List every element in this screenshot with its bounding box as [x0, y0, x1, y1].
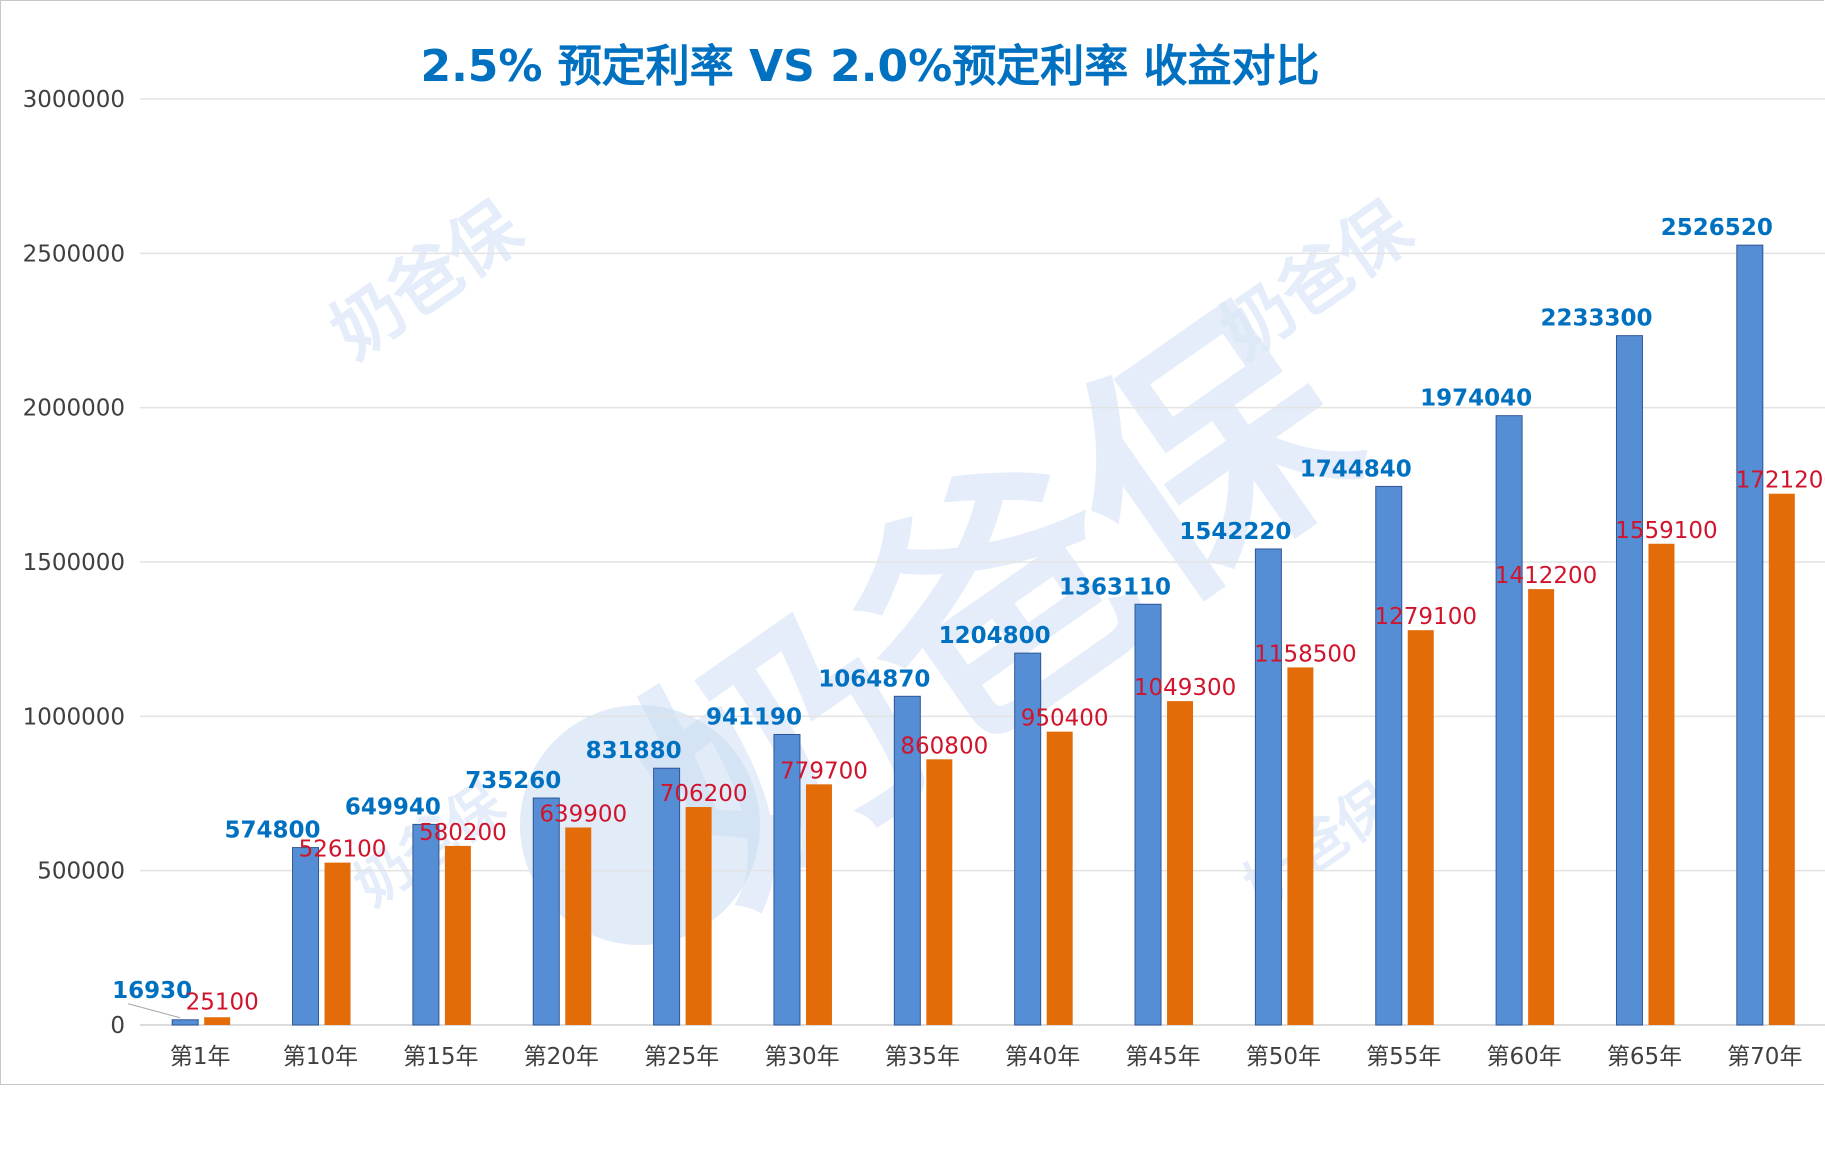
y-tick-label: 1000000 [23, 704, 125, 730]
data-label-2.5pct: 941190 [706, 704, 802, 730]
data-label-2.5pct: 1542220 [1179, 519, 1291, 545]
bar-2.0pct [565, 827, 592, 1025]
x-tick-label: 第45年 [1125, 1044, 1200, 1070]
x-tick-label: 第10年 [283, 1044, 358, 1070]
data-label-2.0pct: 1412200 [1495, 563, 1597, 589]
x-tick-label: 第30年 [764, 1044, 839, 1070]
bar-2.0pct [1648, 543, 1675, 1025]
data-label-2.0pct: 779700 [780, 758, 868, 784]
x-tick-label: 第15年 [403, 1044, 478, 1070]
bar-2.5pct [653, 767, 681, 1026]
data-label-2.5pct: 1363110 [1059, 574, 1171, 600]
data-label-2.0pct: 860800 [900, 733, 988, 759]
data-label-2.0pct: 580200 [419, 820, 507, 846]
bar-2.0pct [324, 862, 351, 1025]
bar-2.0pct [1046, 731, 1073, 1025]
data-label-2.0pct: 25100 [186, 989, 259, 1015]
data-label-2.5pct: 574800 [225, 818, 321, 844]
chart-frame [0, 0, 1824, 1085]
bar-2.0pct [1768, 493, 1795, 1026]
data-label-2.5pct: 1974040 [1420, 386, 1532, 412]
data-label-2.5pct: 2233300 [1540, 306, 1652, 332]
data-label-2.0pct: 526100 [299, 837, 387, 863]
bar-2.5pct [292, 847, 320, 1026]
x-tick-label: 第60年 [1486, 1044, 1561, 1070]
data-label-2.5pct: 1064870 [818, 666, 930, 692]
bar-2.5pct [171, 1019, 199, 1026]
chart-title: 2.5% 预定利率 VS 2.0%预定利率 收益对比 [420, 41, 1320, 92]
data-label-2.0pct: 706200 [660, 781, 748, 807]
bar-2.5pct [1014, 652, 1042, 1026]
data-label-2.5pct: 735260 [465, 768, 561, 794]
data-label-2.0pct: 1279100 [1375, 604, 1477, 630]
bar-2.5pct [1254, 548, 1282, 1026]
data-label-2.0pct: 639900 [539, 801, 627, 827]
bar-2.0pct [1167, 701, 1194, 1025]
data-label-2.5pct: 831880 [586, 738, 682, 764]
data-label-2.5pct: 16930 [112, 978, 192, 1004]
bar-2.5pct [1134, 603, 1162, 1026]
y-tick-label: 2000000 [23, 396, 125, 422]
y-tick-label: 1500000 [23, 550, 125, 576]
x-tick-label: 第35年 [885, 1044, 960, 1070]
x-tick-label: 第70年 [1727, 1044, 1802, 1070]
bar-2.0pct [1528, 589, 1555, 1025]
data-label-2.5pct: 1744840 [1300, 456, 1412, 482]
y-tick-label: 2500000 [23, 241, 125, 267]
bar-2.5pct [532, 797, 560, 1026]
watermark-logo: 奶爸保 [317, 186, 537, 374]
bar-2.5pct [893, 695, 921, 1026]
x-tick-label: 第25年 [644, 1044, 719, 1070]
bar-2.5pct [412, 823, 440, 1026]
y-tick-label: 0 [110, 1013, 125, 1039]
data-label-2.0pct: 1721200 [1736, 468, 1825, 494]
x-tick-label: 第20年 [524, 1044, 599, 1070]
y-tick-label: 500000 [37, 859, 125, 885]
bar-2.5pct [1615, 335, 1643, 1026]
bar-2.0pct [926, 759, 953, 1025]
x-tick-label: 第1年 [170, 1044, 231, 1070]
bar-2.0pct [444, 845, 471, 1025]
leader-line [128, 1003, 181, 1019]
bar-2.0pct [685, 807, 712, 1025]
bar-2.0pct [805, 784, 832, 1025]
data-label-2.0pct: 1559100 [1615, 518, 1717, 544]
bar-2.5pct [1736, 244, 1764, 1026]
data-label-2.0pct: 950400 [1021, 706, 1109, 732]
x-tick-label: 第65年 [1607, 1044, 1682, 1070]
data-label-2.5pct: 2526520 [1661, 215, 1773, 241]
data-label-2.5pct: 1204800 [939, 623, 1051, 649]
y-tick-label: 3000000 [23, 87, 125, 113]
bar-2.0pct [1287, 667, 1314, 1025]
data-label-2.0pct: 1049300 [1134, 675, 1236, 701]
bar-2.0pct [1407, 630, 1434, 1025]
data-label-2.0pct: 1158500 [1254, 641, 1356, 667]
bar-2.5pct [1495, 415, 1523, 1026]
data-label-2.5pct: 649940 [345, 794, 441, 820]
x-tick-label: 第50年 [1246, 1044, 1321, 1070]
x-tick-label: 第40年 [1005, 1044, 1080, 1070]
x-tick-label: 第55年 [1366, 1044, 1441, 1070]
bar-2.5pct [1375, 485, 1403, 1026]
bar-2.0pct [204, 1017, 231, 1025]
bar-2.5pct [773, 733, 801, 1026]
